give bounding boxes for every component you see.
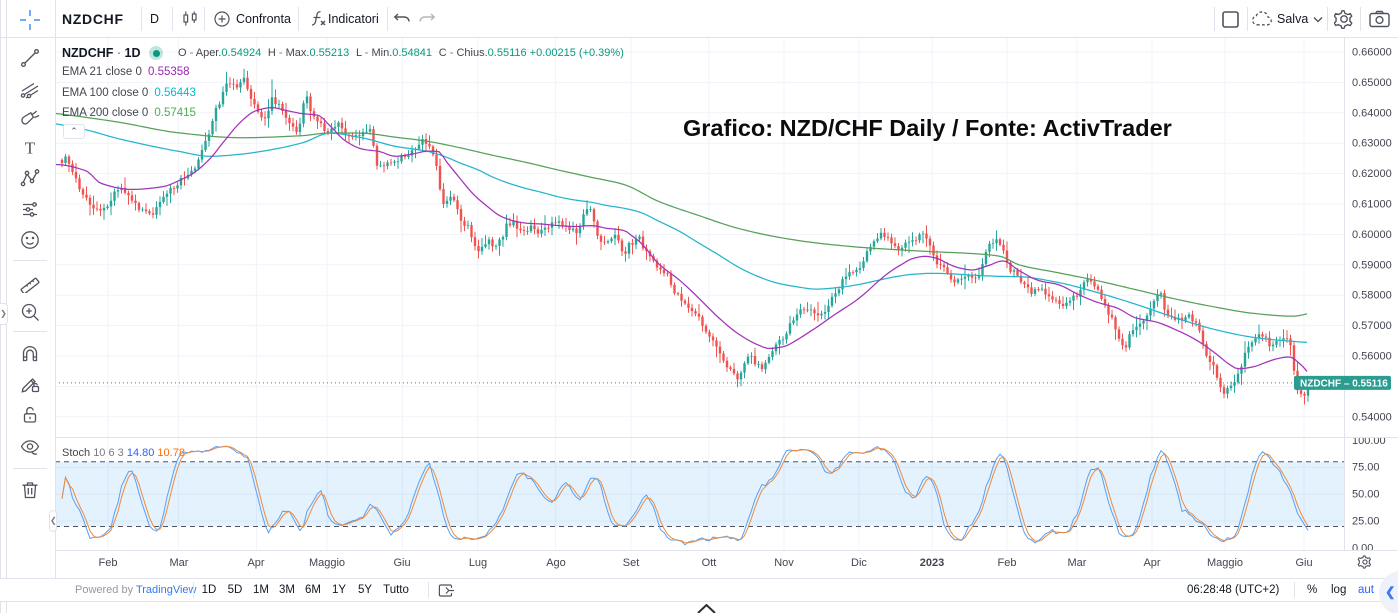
svg-text:Dic: Dic [851, 557, 867, 569]
svg-text:Set: Set [623, 557, 640, 569]
svg-text:0.63000: 0.63000 [1352, 138, 1392, 150]
svg-text:0.59000: 0.59000 [1352, 259, 1392, 271]
svg-text:50.00: 50.00 [1352, 489, 1380, 501]
svg-text:0.56000: 0.56000 [1352, 351, 1392, 363]
svg-text:0.62000: 0.62000 [1352, 168, 1392, 180]
svg-text:0.57000: 0.57000 [1352, 320, 1392, 332]
svg-text:Feb: Feb [99, 557, 118, 569]
svg-text:Ago: Ago [546, 557, 566, 569]
svg-text:75.00: 75.00 [1352, 462, 1380, 474]
svg-text:100.00: 100.00 [1352, 435, 1386, 447]
svg-text:0.00: 0.00 [1352, 543, 1373, 555]
svg-text:0.64000: 0.64000 [1352, 107, 1392, 119]
svg-text:0.66000: 0.66000 [1352, 47, 1392, 59]
svg-text:2023: 2023 [920, 557, 944, 569]
svg-text:25.00: 25.00 [1352, 516, 1380, 528]
svg-text:Feb: Feb [998, 557, 1017, 569]
svg-text:Mar: Mar [1068, 557, 1087, 569]
svg-text:Nov: Nov [774, 557, 794, 569]
svg-text:0.65000: 0.65000 [1352, 77, 1392, 89]
svg-text:Maggio: Maggio [1207, 557, 1243, 569]
svg-text:Maggio: Maggio [309, 557, 345, 569]
svg-text:NZDCHF – 0.55116: NZDCHF – 0.55116 [1300, 378, 1388, 389]
svg-text:Mar: Mar [170, 557, 189, 569]
svg-text:T: T [25, 139, 36, 158]
svg-text:Apr: Apr [1143, 557, 1160, 569]
svg-text:Giu: Giu [393, 557, 410, 569]
svg-text:Ott: Ott [702, 557, 717, 569]
svg-text:0.54000: 0.54000 [1352, 411, 1392, 423]
svg-text:Giu: Giu [1295, 557, 1312, 569]
svg-text:Apr: Apr [247, 557, 264, 569]
svg-text:0.61000: 0.61000 [1352, 199, 1392, 211]
svg-text:0.58000: 0.58000 [1352, 290, 1392, 302]
svg-text:0.60000: 0.60000 [1352, 229, 1392, 241]
svg-text:Lug: Lug [469, 557, 487, 569]
